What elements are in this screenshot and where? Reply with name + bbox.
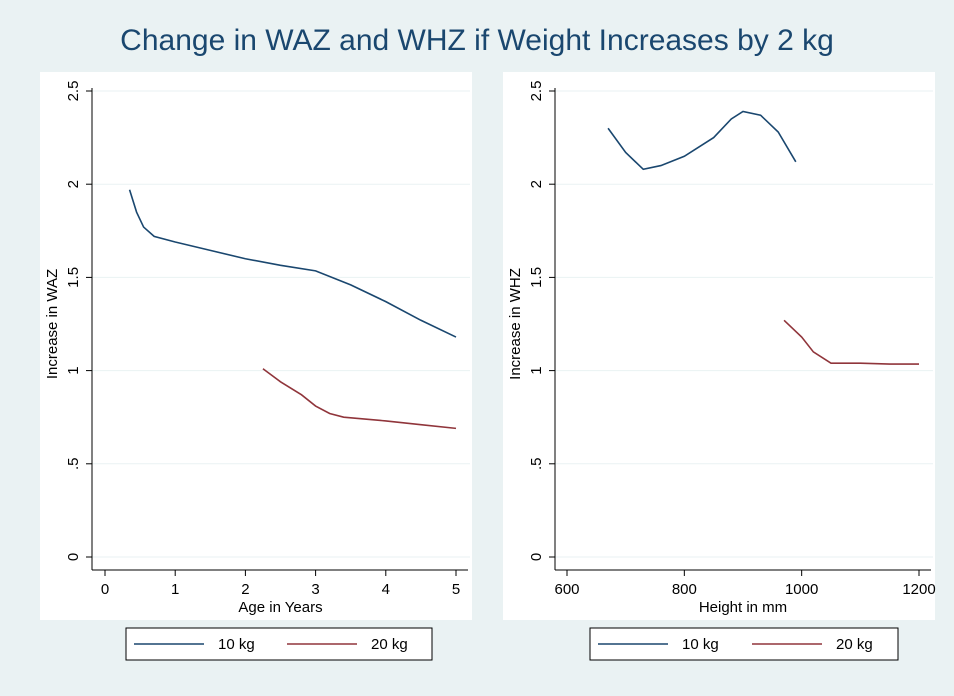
x-axis-title: Age in Years — [238, 599, 322, 616]
x-axis-title: Height in mm — [699, 599, 787, 616]
x-tick-label: 4 — [382, 581, 390, 598]
x-tick-label: 800 — [672, 581, 697, 598]
data-line — [262, 368, 457, 430]
x-tick-label: 0 — [101, 581, 109, 598]
x-tick-label: 1 — [171, 581, 179, 598]
y-tick-label: 2 — [65, 180, 82, 188]
legend-label: 10 kg — [682, 636, 719, 653]
plot-background — [503, 72, 935, 620]
y-tick-label: 2.5 — [528, 81, 545, 102]
y-tick-label: .5 — [65, 458, 82, 471]
data-line — [128, 189, 457, 338]
x-tick-label: 5 — [452, 581, 460, 598]
y-tick-label: .5 — [528, 458, 545, 471]
x-tick-label: 3 — [311, 581, 319, 598]
y-axis-title: Increase in WAZ — [44, 269, 61, 379]
y-tick-label: 2.5 — [65, 81, 82, 102]
y-tick-label: 0 — [65, 553, 82, 561]
y-tick-label: 1 — [528, 366, 545, 374]
legend-label: 20 kg — [836, 636, 873, 653]
plot-background — [40, 72, 472, 620]
legend-label: 10 kg — [218, 636, 255, 653]
y-tick-label: 1.5 — [528, 267, 545, 288]
legend-label: 20 kg — [371, 636, 408, 653]
x-tick-label: 600 — [554, 581, 579, 598]
x-tick-label: 1200 — [902, 581, 935, 598]
x-tick-label: 1000 — [785, 581, 818, 598]
y-tick-label: 2 — [528, 180, 545, 188]
y-tick-label: 0 — [528, 553, 545, 561]
y-tick-label: 1.5 — [65, 267, 82, 288]
x-tick-label: 2 — [241, 581, 249, 598]
data-line — [607, 110, 797, 171]
chart-title: Change in WAZ and WHZ if Weight Increase… — [120, 24, 834, 57]
y-tick-label: 1 — [65, 366, 82, 374]
y-axis-title: Increase in WHZ — [507, 268, 524, 380]
data-line — [783, 319, 919, 365]
